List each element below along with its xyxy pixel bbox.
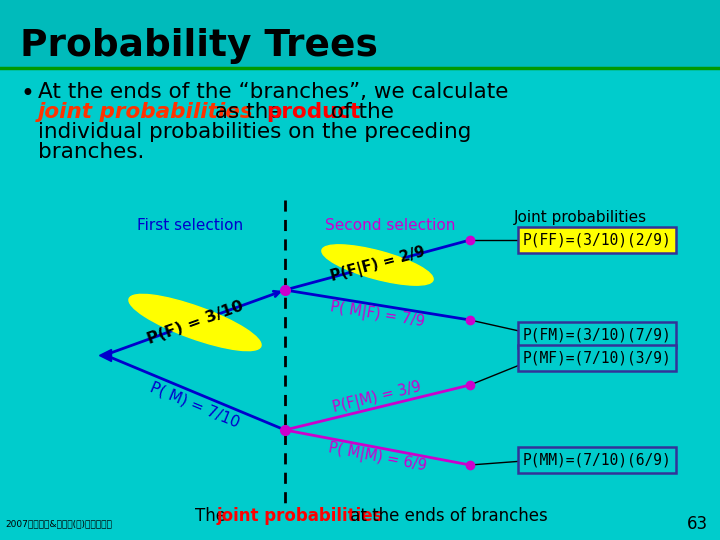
Text: P(FM)=(3/10)(7/9): P(FM)=(3/10)(7/9) [523,327,671,342]
Text: P( M|M) = 6/9: P( M|M) = 6/9 [327,441,428,475]
Ellipse shape [322,245,433,285]
Text: Second selection: Second selection [325,218,455,233]
Ellipse shape [129,294,261,350]
Text: The: The [195,507,231,525]
Text: •: • [20,82,34,106]
Text: P( M) = 7/10: P( M) = 7/10 [148,379,242,430]
Text: P(FF)=(3/10)(2/9): P(FF)=(3/10)(2/9) [523,233,671,247]
Text: joint probabilities: joint probabilities [217,507,384,525]
Text: P(F) = 3/10: P(F) = 3/10 [145,298,246,347]
Text: branches.: branches. [38,142,145,162]
Text: 2007年門資料&統計數(一)上課投影片: 2007年門資料&統計數(一)上課投影片 [5,519,112,529]
Text: Joint probabilities: Joint probabilities [513,210,647,225]
Text: P(MM)=(7/10)(6/9): P(MM)=(7/10)(6/9) [523,453,671,468]
Text: P(F|F) = 2/9: P(F|F) = 2/9 [328,245,426,286]
Bar [0,0,720,68]
Text: product: product [266,102,361,122]
Text: P(F|M) = 3/9: P(F|M) = 3/9 [332,379,423,416]
Text: At the ends of the “branches”, we calculate: At the ends of the “branches”, we calcul… [38,82,508,102]
Text: P(MF)=(7/10)(3/9): P(MF)=(7/10)(3/9) [523,350,671,366]
Text: individual probabilities on the preceding: individual probabilities on the precedin… [38,122,472,142]
Text: joint probabilities: joint probabilities [38,102,253,122]
Text: Probability Trees: Probability Trees [20,28,378,64]
Text: at the ends of branches: at the ends of branches [345,507,548,525]
Text: P( M|F) = 7/9: P( M|F) = 7/9 [329,300,426,330]
Text: of the: of the [324,102,394,122]
Text: as the: as the [208,102,289,122]
Text: First selection: First selection [137,218,243,233]
Text: 63: 63 [687,515,708,533]
